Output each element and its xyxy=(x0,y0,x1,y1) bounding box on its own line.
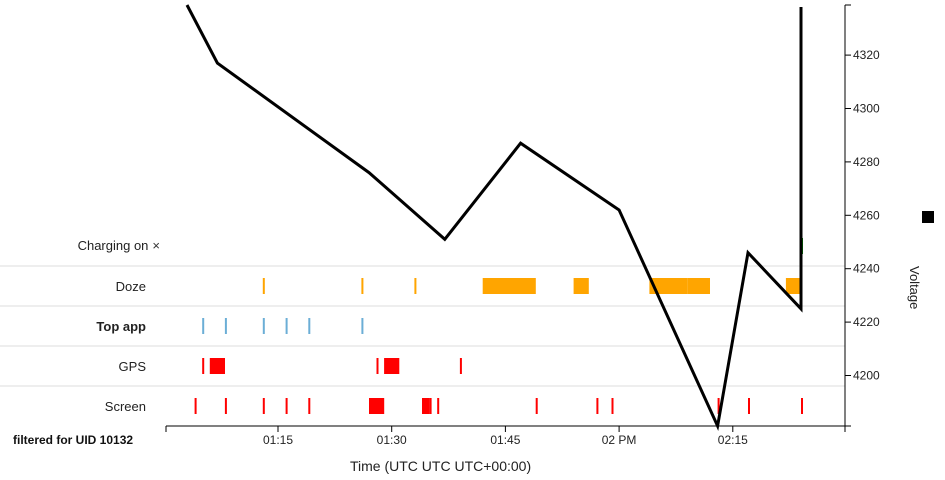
y-tick-label: 4280 xyxy=(853,155,880,169)
y-tick-label: 4300 xyxy=(853,102,880,116)
event-mark-screen[interactable] xyxy=(224,398,227,414)
row-separators xyxy=(0,265,845,387)
event-mark-screen[interactable] xyxy=(429,398,432,414)
gps-row-label: GPS xyxy=(118,359,146,374)
event-mark-gps[interactable] xyxy=(209,358,225,374)
event-mark-screen[interactable] xyxy=(717,398,720,414)
y-axis: 4200 4220 4240 4260 4280 4300 4320 xyxy=(844,4,880,427)
event-mark-top-app[interactable] xyxy=(202,318,205,334)
uid-filter-label: filtered for UID 10132 xyxy=(13,433,134,447)
y-tick-label: 4260 xyxy=(853,208,880,222)
x-axis-title: Time (UTC UTC UTC+00:00) xyxy=(350,458,532,474)
event-mark-screen[interactable] xyxy=(194,398,197,414)
x-tick-label: 01:15 xyxy=(263,433,293,447)
charging-on-label-group: Charging on × xyxy=(78,238,160,253)
event-mark-gps[interactable] xyxy=(202,358,205,374)
event-mark-screen[interactable] xyxy=(369,398,385,414)
doze-row-label: Doze xyxy=(115,279,146,294)
voltage-series xyxy=(185,4,803,432)
event-mark-gps[interactable] xyxy=(376,358,379,374)
event-mark-screen[interactable] xyxy=(801,398,803,414)
event-mark-doze[interactable] xyxy=(361,278,364,294)
event-mark-screen[interactable] xyxy=(308,398,311,414)
event-mark-screen[interactable] xyxy=(422,398,430,414)
event-mark-top-app[interactable] xyxy=(224,318,227,334)
y-tick-label: 4240 xyxy=(853,262,880,276)
y-tick-label: 4320 xyxy=(853,48,880,62)
event-mark-doze[interactable] xyxy=(649,278,688,294)
event-mark-top-app[interactable] xyxy=(308,318,311,334)
event-mark-top-app[interactable] xyxy=(361,318,364,334)
event-mark-gps[interactable] xyxy=(459,358,462,374)
top-app-row-label: Top app xyxy=(96,319,146,334)
event-tracks xyxy=(194,238,803,414)
y-tick-label: 4200 xyxy=(853,369,880,383)
x-tick-label: 02:15 xyxy=(718,433,748,447)
event-mark-screen[interactable] xyxy=(596,398,599,414)
event-mark-doze[interactable] xyxy=(687,278,710,294)
event-mark-top-app[interactable] xyxy=(262,318,265,334)
event-mark-doze[interactable] xyxy=(262,278,265,294)
voltage-line xyxy=(185,4,803,432)
x-axis: 01:15 01:30 01:45 02 PM 02:15 xyxy=(165,425,846,447)
event-mark-gps[interactable] xyxy=(384,358,400,374)
y-tick-label: 4220 xyxy=(853,315,880,329)
event-mark-screen[interactable] xyxy=(611,398,614,414)
close-icon[interactable]: × xyxy=(152,238,160,253)
legend[interactable]: Voltage xyxy=(907,208,940,309)
legend-swatch-voltage xyxy=(922,211,934,223)
event-mark-screen[interactable] xyxy=(748,398,750,414)
event-mark-doze[interactable] xyxy=(573,278,589,294)
x-tick-label: 01:45 xyxy=(490,433,520,447)
event-mark-doze[interactable] xyxy=(414,278,417,294)
legend-label-voltage: Voltage xyxy=(907,266,922,310)
event-mark-doze[interactable] xyxy=(482,278,536,294)
screen-row-label: Screen xyxy=(104,399,146,414)
event-mark-screen[interactable] xyxy=(535,398,538,414)
event-mark-screen[interactable] xyxy=(437,398,440,414)
event-mark-screen[interactable] xyxy=(285,398,288,414)
event-mark-top-app[interactable] xyxy=(285,318,288,334)
event-mark-screen[interactable] xyxy=(262,398,265,414)
event-mark-doze[interactable] xyxy=(785,278,802,294)
x-tick-label: 01:30 xyxy=(377,433,407,447)
x-tick-label: 02 PM xyxy=(602,433,637,447)
charging-on-label: Charging on xyxy=(77,238,149,253)
